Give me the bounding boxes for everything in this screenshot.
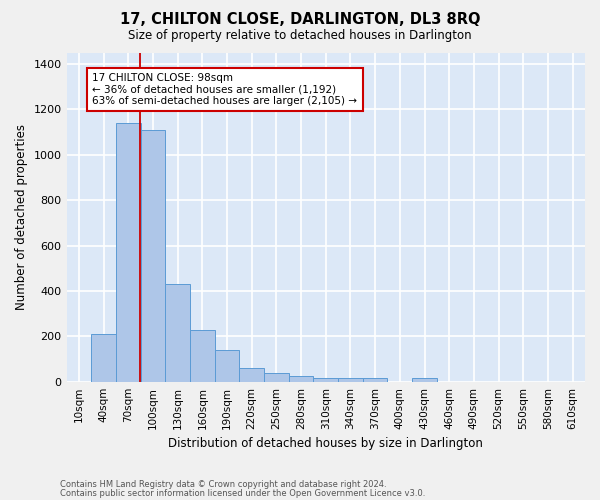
Text: 17 CHILTON CLOSE: 98sqm
← 36% of detached houses are smaller (1,192)
63% of semi: 17 CHILTON CLOSE: 98sqm ← 36% of detache…	[92, 73, 358, 106]
Bar	[190, 330, 215, 382]
Bar	[338, 378, 363, 382]
Bar	[264, 372, 289, 382]
Bar	[412, 378, 437, 382]
Bar	[239, 368, 264, 382]
Bar	[215, 350, 239, 382]
Text: 17, CHILTON CLOSE, DARLINGTON, DL3 8RQ: 17, CHILTON CLOSE, DARLINGTON, DL3 8RQ	[120, 12, 480, 28]
Text: Contains HM Land Registry data © Crown copyright and database right 2024.: Contains HM Land Registry data © Crown c…	[60, 480, 386, 489]
Y-axis label: Number of detached properties: Number of detached properties	[15, 124, 28, 310]
X-axis label: Distribution of detached houses by size in Darlington: Distribution of detached houses by size …	[169, 437, 483, 450]
Bar	[363, 378, 388, 382]
Text: Contains public sector information licensed under the Open Government Licence v3: Contains public sector information licen…	[60, 488, 425, 498]
Bar	[91, 334, 116, 382]
Text: Size of property relative to detached houses in Darlington: Size of property relative to detached ho…	[128, 29, 472, 42]
Bar	[165, 284, 190, 382]
Bar	[289, 376, 313, 382]
Bar	[116, 123, 140, 382]
Bar	[313, 378, 338, 382]
Bar	[140, 130, 165, 382]
